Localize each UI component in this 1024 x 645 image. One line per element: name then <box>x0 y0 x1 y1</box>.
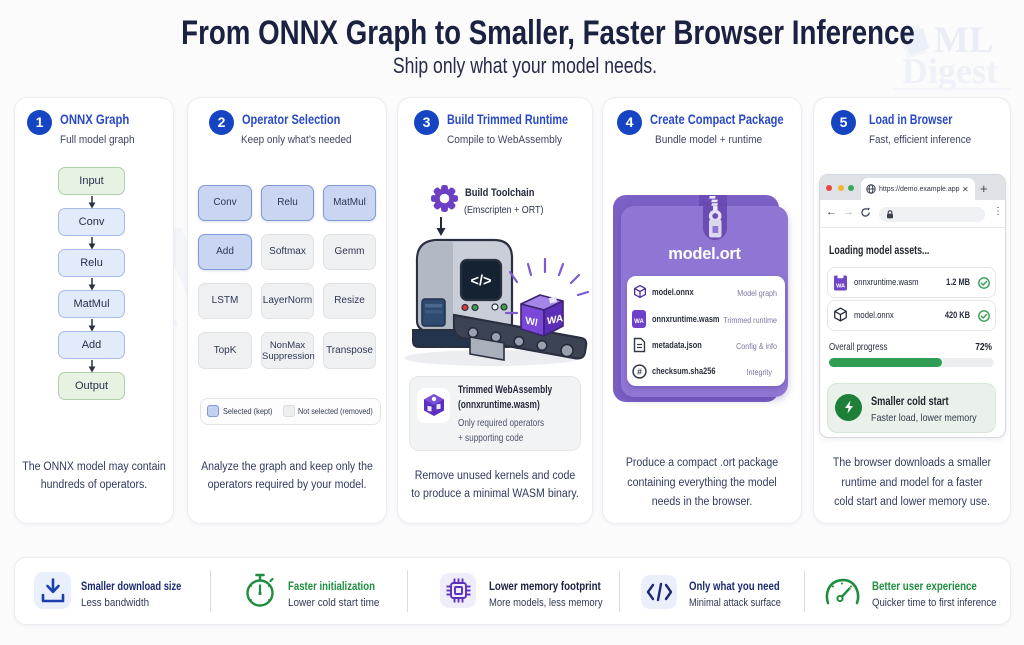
svg-text:</>: </> <box>471 274 492 290</box>
svg-text:WA: WA <box>547 313 564 327</box>
svg-text:WA: WA <box>836 284 845 290</box>
svg-text:W/: W/ <box>526 316 538 330</box>
svg-text:#: # <box>637 367 642 377</box>
